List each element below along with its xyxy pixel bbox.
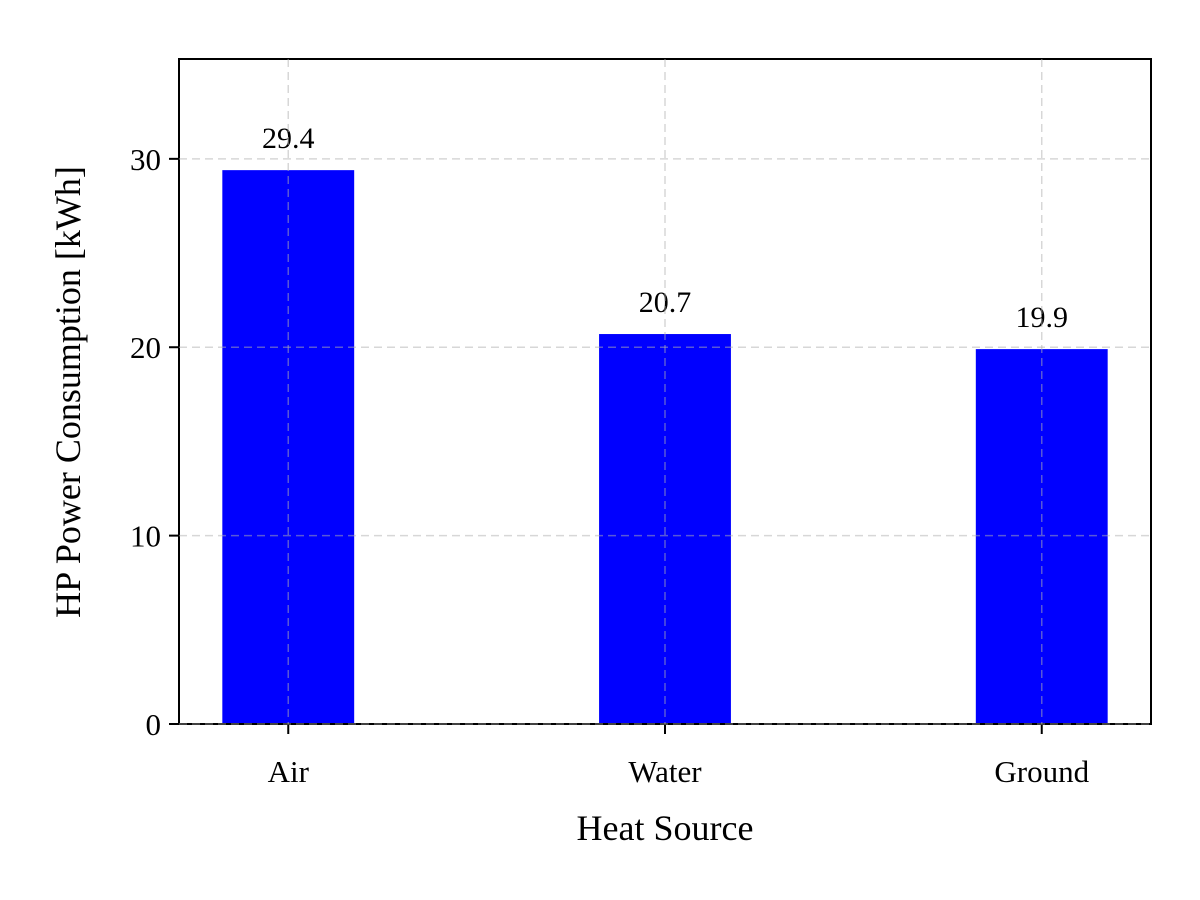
y-tick-label: 20 <box>130 330 161 365</box>
y-tick-label: 30 <box>130 142 161 177</box>
y-axis-ticks: 0 10 20 30 <box>130 142 179 742</box>
x-tick-label: Ground <box>994 754 1089 789</box>
x-tick-label: Air <box>268 754 310 789</box>
bar-ground <box>975 349 1108 724</box>
y-axis-label: HP Power Consumption [kWh] <box>48 166 88 618</box>
data-label: 20.7 <box>639 286 692 319</box>
y-tick-label: 0 <box>146 707 162 742</box>
bar-air <box>222 170 355 724</box>
x-axis-label: Heat Source <box>577 808 754 848</box>
x-axis-ticks: Air Water Ground <box>268 724 1090 789</box>
y-tick-label: 10 <box>130 519 161 554</box>
x-tick-label: Water <box>628 754 702 789</box>
